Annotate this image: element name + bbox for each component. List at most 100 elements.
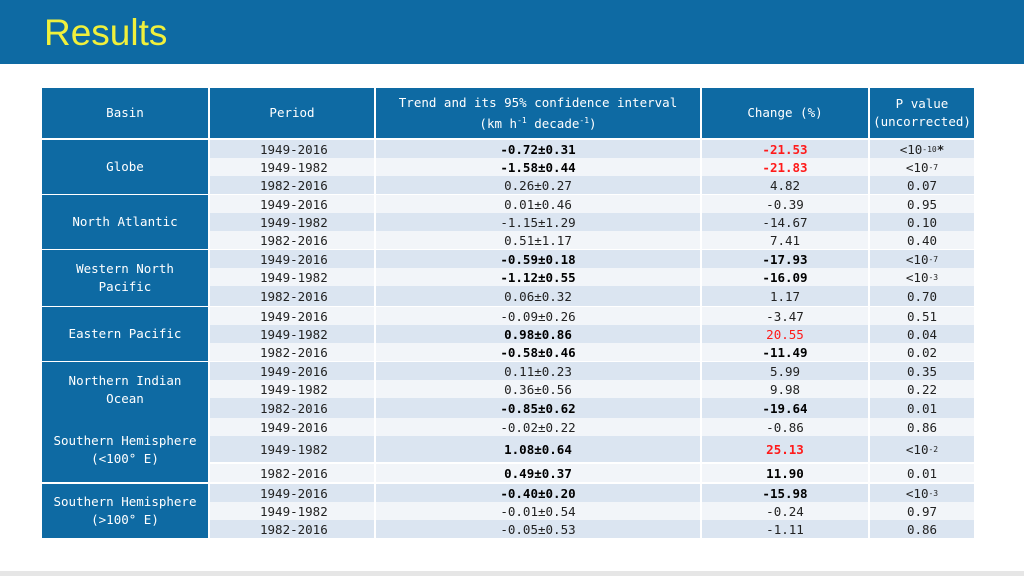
footer-line — [0, 571, 1024, 576]
period-cell: 1949-2016 — [210, 250, 374, 268]
change-cell: 20.55 — [702, 325, 868, 343]
header-pvalue-line2: (uncorrected) — [873, 114, 971, 129]
basin-label: Western North — [76, 261, 174, 276]
trend-cell: 0.26±0.27 — [376, 176, 700, 194]
basin-cell: Globe — [42, 140, 208, 194]
basin-label-line2: (<100° E) — [91, 451, 159, 466]
table-row: 1949-2016 -0.72±0.31 -21.53 <10 -10 * — [210, 140, 974, 158]
trend-cell: 0.98±0.86 — [376, 325, 700, 343]
table-row: 1949-2016 -0.40±0.20 -15.98 <10 -3 — [210, 484, 974, 502]
title-bar: Results — [0, 0, 1024, 64]
basin-cell: North Atlantic — [42, 195, 208, 249]
table-row: 1949-2016 -0.59±0.18 -17.93 <10 -7 — [210, 250, 974, 268]
pvalue-cell: 0.95 — [870, 195, 974, 213]
table-row: 1949-1982 0.36±0.56 9.98 0.22 — [210, 380, 974, 398]
basin-label: Globe — [106, 159, 144, 174]
pvalue-cell: 0.70 — [870, 286, 974, 306]
header-period: Period — [210, 88, 374, 138]
trend-cell: 0.51±1.17 — [376, 231, 700, 249]
table-row: 1949-1982 1.08±0.64 25.13 <10 -2 — [210, 436, 974, 462]
pvalue-cell: 0.40 — [870, 231, 974, 249]
trend-cell: -0.05±0.53 — [376, 520, 700, 538]
change-cell: 9.98 — [702, 380, 868, 398]
change-cell: 11.90 — [702, 464, 868, 482]
basin-label-line2: Pacific — [98, 279, 152, 294]
basin-label: Southern Hemisphere — [53, 494, 197, 509]
trend-cell: 1.08±0.64 — [376, 436, 700, 462]
period-cell: 1949-1982 — [210, 158, 374, 176]
table-row: 1949-2016 -0.02±0.22 -0.86 0.86 — [210, 418, 974, 436]
change-cell: -14.67 — [702, 213, 868, 231]
trend-cell: -1.58±0.44 — [376, 158, 700, 176]
pvalue-cell: 0.86 — [870, 418, 974, 436]
table-row: 1949-1982 -1.15±1.29 -14.67 0.10 — [210, 213, 974, 231]
table-row: 1949-1982 -0.01±0.54 -0.24 0.97 — [210, 502, 974, 520]
table-row: 1949-2016 0.01±0.46 -0.39 0.95 — [210, 195, 974, 213]
trend-cell: -0.02±0.22 — [376, 418, 700, 436]
change-cell: -17.93 — [702, 250, 868, 268]
pvalue-cell: <10 -2 — [870, 436, 974, 462]
basin-label-line2: Ocean — [106, 391, 144, 406]
pvalue-cell: 0.86 — [870, 520, 974, 538]
pvalue-cell: 0.01 — [870, 464, 974, 482]
change-cell: -3.47 — [702, 307, 868, 325]
basin-label: Eastern Pacific — [68, 326, 182, 341]
table-row: 1982-2016 0.49±0.37 11.90 0.01 — [210, 464, 974, 482]
change-cell: -15.98 — [702, 484, 868, 502]
period-cell: 1949-1982 — [210, 213, 374, 231]
pvalue-cell: 0.35 — [870, 362, 974, 380]
header-pvalue-line1: P value — [895, 96, 949, 111]
period-cell: 1949-1982 — [210, 325, 374, 343]
trend-cell: -0.40±0.20 — [376, 484, 700, 502]
basin-cell: Northern Indian Ocean — [42, 362, 208, 418]
period-cell: 1949-2016 — [210, 307, 374, 325]
pvalue-cell: 0.10 — [870, 213, 974, 231]
trend-cell: 0.49±0.37 — [376, 464, 700, 482]
trend-cell: 0.36±0.56 — [376, 380, 700, 398]
basin-cell: Southern Hemisphere (>100° E) — [42, 484, 208, 538]
table-row: 1949-1982 0.98±0.86 20.55 0.04 — [210, 325, 974, 343]
pvalue-cell: <10 -7 — [870, 158, 974, 176]
pvalue-cell: 0.02 — [870, 343, 974, 361]
trend-cell: 0.06±0.32 — [376, 286, 700, 306]
basin-label: Southern Hemisphere — [53, 433, 197, 448]
pvalue-cell: 0.07 — [870, 176, 974, 194]
table-row: 1949-2016 -0.09±0.26 -3.47 0.51 — [210, 307, 974, 325]
pvalue-cell: 0.22 — [870, 380, 974, 398]
basin-label: Northern Indian — [68, 373, 182, 388]
pvalue-cell: 0.51 — [870, 307, 974, 325]
pvalue-cell: 0.97 — [870, 502, 974, 520]
change-cell: -1.11 — [702, 520, 868, 538]
trend-cell: -0.72±0.31 — [376, 140, 700, 158]
period-cell: 1982-2016 — [210, 343, 374, 361]
change-cell: -0.24 — [702, 502, 868, 520]
change-cell: -11.49 — [702, 343, 868, 361]
pvalue-cell: <10 -3 — [870, 268, 974, 286]
pvalue-cell: 0.04 — [870, 325, 974, 343]
change-cell: 4.82 — [702, 176, 868, 194]
period-cell: 1982-2016 — [210, 398, 374, 418]
period-cell: 1949-2016 — [210, 484, 374, 502]
header-trend-line1: Trend and its 95% confidence interval — [398, 94, 678, 110]
basin-cell: Eastern Pacific — [42, 307, 208, 361]
period-cell: 1949-1982 — [210, 436, 374, 462]
period-cell: 1949-1982 — [210, 502, 374, 520]
header-change: Change (%) — [702, 88, 868, 138]
basin-label-line2: (>100° E) — [91, 512, 159, 527]
period-cell: 1949-2016 — [210, 362, 374, 380]
change-cell: 5.99 — [702, 362, 868, 380]
trend-cell: -0.59±0.18 — [376, 250, 700, 268]
change-cell: 1.17 — [702, 286, 868, 306]
period-cell: 1949-2016 — [210, 195, 374, 213]
period-cell: 1949-2016 — [210, 418, 374, 436]
period-cell: 1949-1982 — [210, 380, 374, 398]
trend-cell: -0.58±0.46 — [376, 343, 700, 361]
table-row: 1982-2016 -0.85±0.62 -19.64 0.01 — [210, 398, 974, 418]
trend-cell: -1.15±1.29 — [376, 213, 700, 231]
pvalue-cell: <10 -3 — [870, 484, 974, 502]
pvalue-cell: <10 -7 — [870, 250, 974, 268]
period-cell: 1982-2016 — [210, 231, 374, 249]
trend-cell: -0.01±0.54 — [376, 502, 700, 520]
pvalue-cell: <10 -10 * — [870, 140, 974, 158]
period-cell: 1982-2016 — [210, 464, 374, 482]
